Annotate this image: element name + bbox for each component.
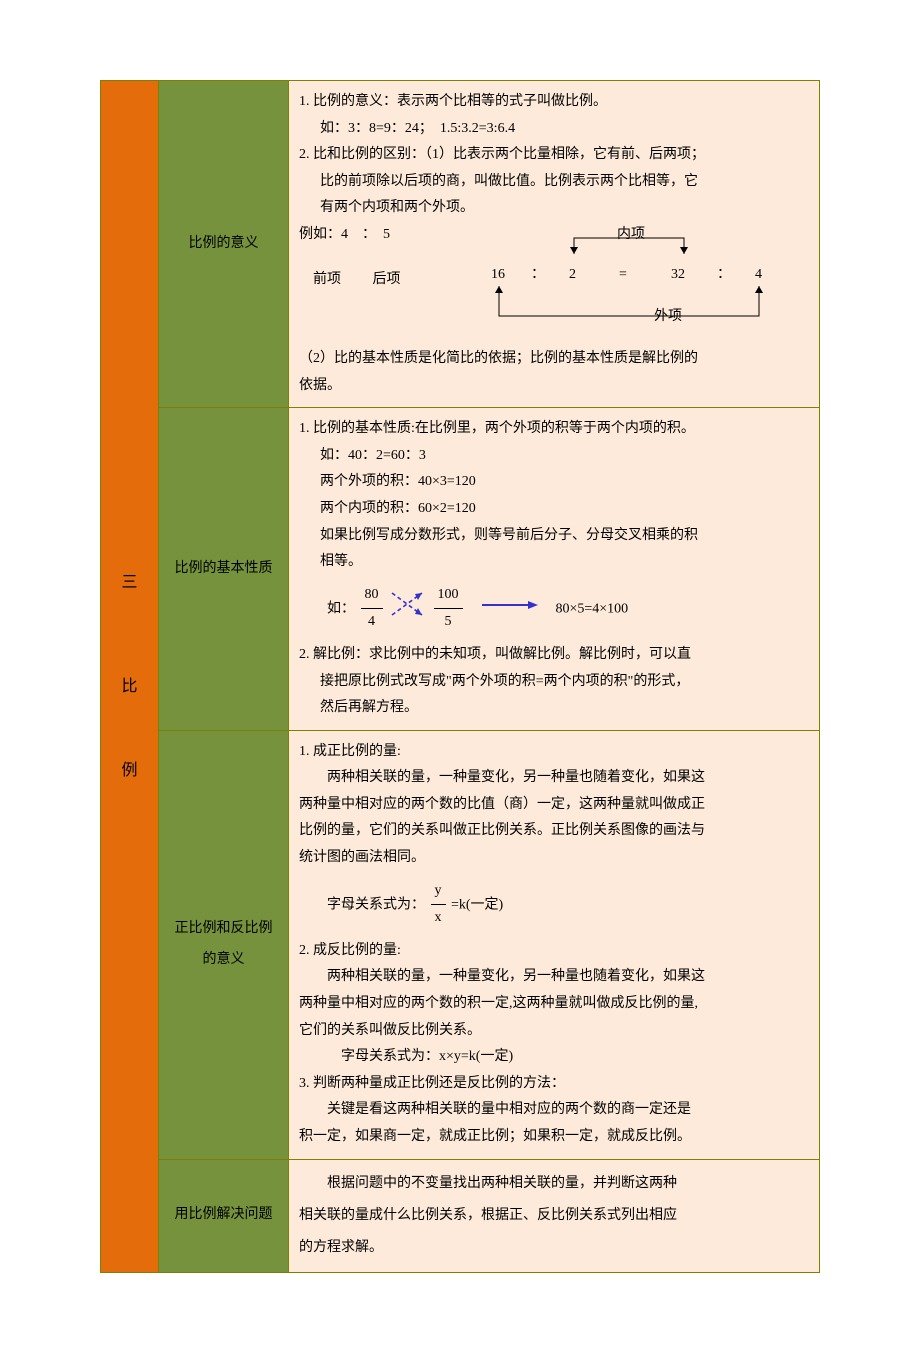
diagram-line: 例如：4 ： 5 前项 后项 内项 [299,222,809,346]
chapter-title-2: 例 [111,739,148,803]
list-item: 1. 比例的基本性质:在比例里，两个外项的积等于两个内项的积。 [299,416,809,443]
section-heading: 正比例和反比例的意义 [159,730,289,1159]
arrow-right-icon [480,596,540,623]
section-body: 根据问题中的不变量找出两种相关联的量，并判断这两种 相关联的量成什么比例关系，根… [289,1159,820,1273]
proportion-diagram: 内项 16 ： 2 = 32 ： 4 外项 [479,226,809,346]
list-item: 1. 比例的意义：表示两个比相等的式子叫做比例。 [299,89,809,116]
fraction-2: 100 5 [434,582,463,636]
list-item: 1. 成正比例的量: [299,739,809,766]
neixiang-label: 内项 [617,222,645,249]
section-body: 1. 成正比例的量: 两种相关联的量，一种量变化，另一种量也随着变化，如果这 两… [289,730,820,1159]
section-body: 1. 比例的意义：表示两个比相等的式子叫做比例。 如：3：8=9：24； 1.5… [289,81,820,408]
table-row: 用比例解决问题 根据问题中的不变量找出两种相关联的量，并判断这两种 相关联的量成… [101,1159,820,1273]
fraction-1: 80 4 [361,582,383,636]
content-table: 三 比 例 比例的意义 1. 比例的意义：表示两个比相等的式子叫做比例。 如：3… [100,80,820,1273]
section-heading: 比例的意义 [159,81,289,408]
section-heading: 比例的基本性质 [159,408,289,731]
list-item: 2. 成反比例的量: [299,938,809,965]
table-row: 三 比 例 比例的意义 1. 比例的意义：表示两个比相等的式子叫做比例。 如：3… [101,81,820,408]
section-heading: 用比例解决问题 [159,1159,289,1273]
chapter-number: 三 [111,551,148,615]
list-item: 3. 判断两种量成正比例还是反比例的方法： [299,1071,809,1098]
example-text: 如：3：8=9：24； 1.5:3.2=3:6.4 [299,116,809,143]
table-row: 正比例和反比例的意义 1. 成正比例的量: 两种相关联的量，一种量变化，另一种量… [101,730,820,1159]
waixiang-label: 外项 [654,304,682,331]
formula-direct: 字母关系式为： y x =k(一定) [327,878,809,932]
chapter-title-1: 比 [111,655,148,719]
page: 三 比 例 比例的意义 1. 比例的意义：表示两个比相等的式子叫做比例。 如：3… [0,0,920,1353]
table-row: 比例的基本性质 1. 比例的基本性质:在比例里，两个外项的积等于两个内项的积。 … [101,408,820,731]
section-body: 1. 比例的基本性质:在比例里，两个外项的积等于两个内项的积。 如：40：2=6… [289,408,820,731]
list-item: 2. 解比例：求比例中的未知项，叫做解比例。解比例时，可以直 [299,642,809,669]
fraction-equation: 如： 80 4 100 5 [327,582,809,636]
list-item: 2. 比和比例的区别：（1）比表示两个比量相除，它有前、后两项； [299,142,809,169]
formula-inverse: 字母关系式为：x×y=k(一定) [299,1044,809,1071]
cross-icon [388,587,428,632]
chapter-cell: 三 比 例 [101,81,159,1273]
